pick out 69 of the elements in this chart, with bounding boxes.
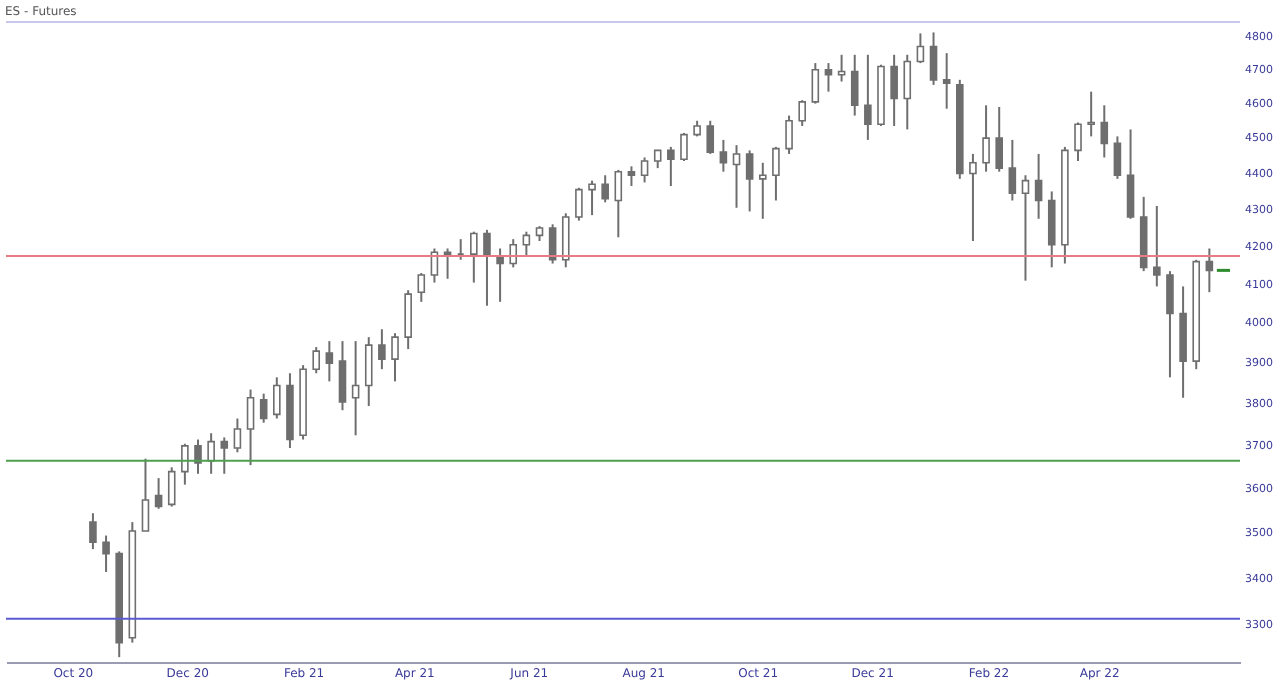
candlestick	[141, 457, 150, 533]
candlestick	[1113, 135, 1122, 180]
candlestick	[995, 106, 1004, 173]
candlestick	[916, 32, 925, 65]
candlestick	[640, 156, 649, 184]
candlestick	[1166, 270, 1174, 379]
candlestick	[181, 442, 189, 486]
candlestick	[246, 388, 255, 467]
candlestick	[194, 438, 202, 475]
candlestick	[167, 466, 176, 508]
candlestick	[102, 534, 110, 573]
candlestick	[338, 340, 347, 412]
candlestick	[627, 165, 636, 188]
candlestick	[1021, 174, 1030, 282]
candlestick	[614, 168, 623, 239]
candlestick	[811, 62, 820, 105]
candlestick	[1047, 190, 1056, 269]
candlestick	[220, 436, 229, 475]
candlestick	[903, 53, 912, 131]
candlestick	[758, 161, 767, 220]
candlestick	[1034, 152, 1043, 220]
candlestick	[1205, 247, 1214, 294]
candlestick	[1126, 128, 1135, 220]
candlestick	[680, 131, 688, 163]
candlestick	[732, 144, 741, 209]
candlestick	[982, 104, 990, 173]
candlestick	[404, 289, 412, 351]
candlestick	[575, 186, 583, 222]
candlestick	[89, 512, 97, 551]
candlestick	[325, 340, 334, 383]
candlestick	[351, 340, 360, 437]
candlestick	[864, 53, 872, 141]
candlestick	[561, 212, 570, 269]
candlestick	[312, 346, 321, 375]
candlestick	[850, 53, 859, 117]
candlestick	[1179, 285, 1187, 399]
candlestick	[929, 31, 938, 86]
candlestick	[509, 238, 518, 269]
candlestick	[1008, 138, 1017, 202]
candlestick	[588, 179, 596, 217]
candlestick	[601, 174, 609, 204]
candlestick	[1153, 204, 1161, 288]
candlestick	[969, 152, 977, 242]
candlestick	[1074, 121, 1082, 163]
candlestick	[1087, 90, 1095, 138]
candlestick	[798, 99, 806, 127]
candlestick	[785, 114, 793, 155]
candlestick	[772, 145, 780, 202]
candlestick	[522, 230, 531, 257]
candlestick	[745, 149, 754, 213]
candlestick	[378, 328, 386, 371]
candlestick	[391, 332, 399, 383]
candlestick	[890, 53, 898, 127]
candlestick	[719, 138, 728, 173]
candlestick	[207, 432, 215, 475]
candlestick	[233, 417, 242, 454]
candlestick	[837, 53, 846, 83]
candlestick	[470, 230, 478, 284]
candlestick	[942, 52, 951, 110]
candlestick	[364, 336, 373, 408]
candlestick	[483, 228, 491, 307]
candlestick	[824, 62, 833, 93]
candlestick	[706, 119, 715, 155]
candlestick	[154, 477, 163, 510]
candlestick	[1100, 104, 1109, 159]
candlestick	[259, 392, 268, 424]
candlestick	[273, 376, 281, 420]
candlestick	[417, 272, 426, 303]
candlestick	[667, 145, 675, 188]
